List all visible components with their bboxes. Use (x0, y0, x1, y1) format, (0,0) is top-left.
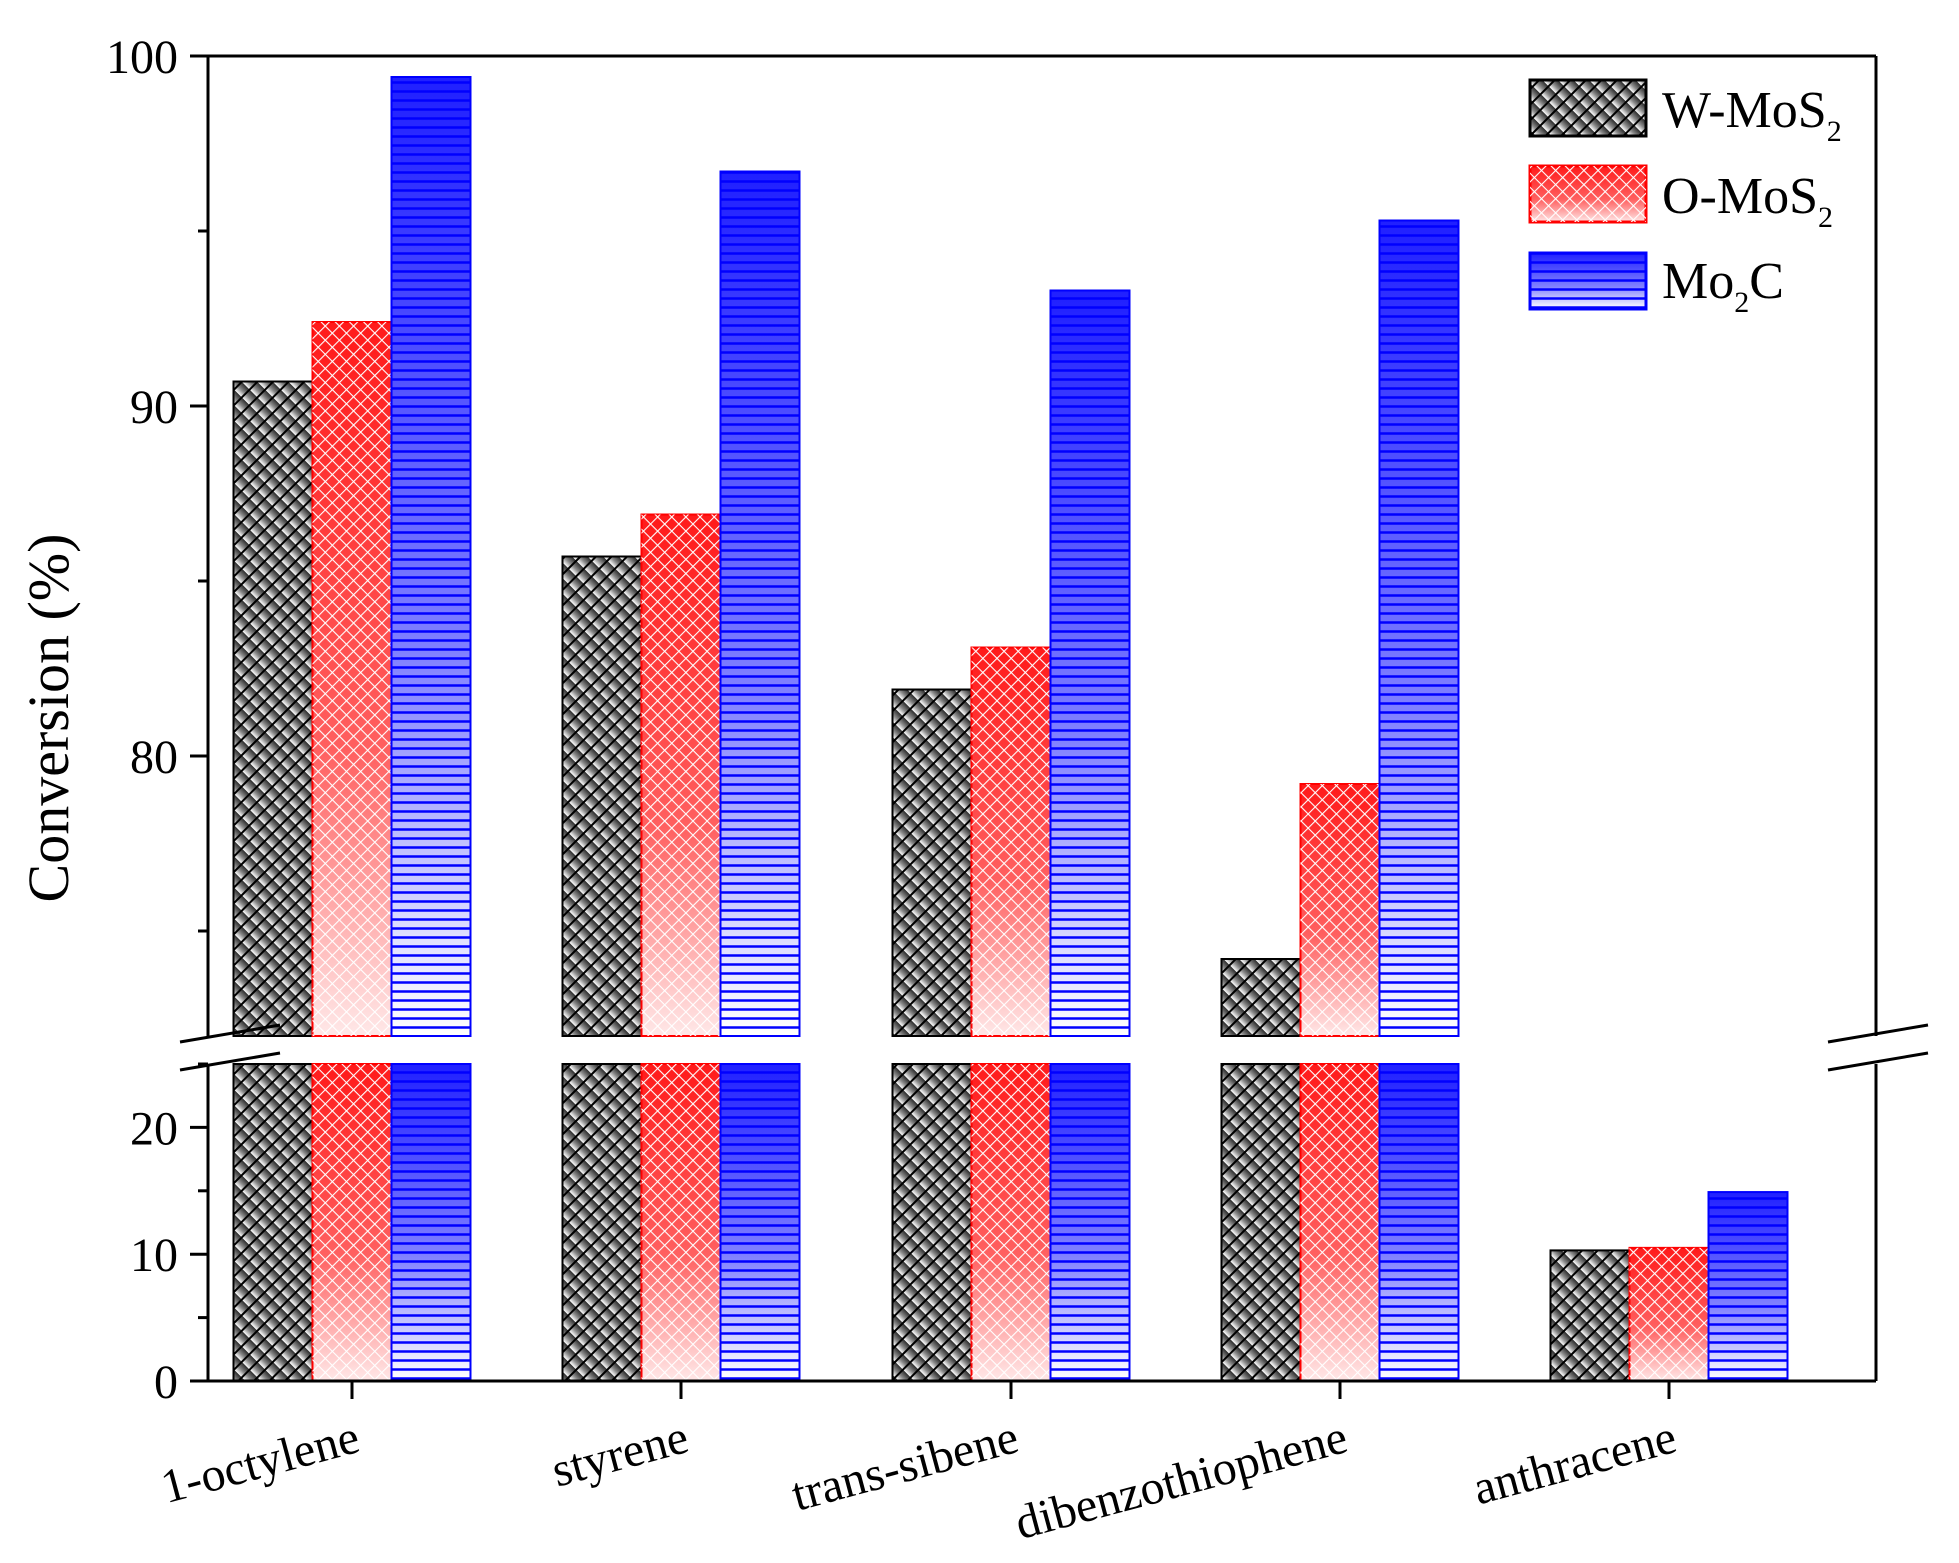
bar-lower-segment (232, 1063, 314, 1382)
x-tick-label: dibenzothiophene (1010, 1410, 1353, 1550)
y-axis-label: Conversion (%) (16, 534, 81, 903)
bar-mo2c-2 (719, 170, 801, 1382)
bar-upper-segment-pattern (971, 647, 1051, 1036)
legend-swatch-w-mos2 (1528, 78, 1648, 138)
bar-lower-segment-pattern (641, 1064, 721, 1381)
bar-o-mos2-2 (640, 513, 722, 1382)
bar-o-mos2-3 (970, 646, 1052, 1382)
bar-lower-segment-pattern (1379, 1064, 1459, 1381)
y-tick-label: 0 (154, 1356, 178, 1409)
legend-label-o-mos2: O-MoS2 (1662, 168, 1833, 234)
bar-lower-segment (1220, 1063, 1302, 1382)
bar-mo2c-5 (1707, 1191, 1789, 1382)
bar-upper-segment-pattern (312, 322, 392, 1036)
bar-segment-pattern (1629, 1247, 1709, 1381)
bar-upper-segment (891, 688, 973, 1037)
bar-lower-segment (891, 1063, 973, 1382)
bar-w-mos2-2 (561, 555, 643, 1382)
bar-lower-segment-pattern (971, 1064, 1051, 1381)
bar-segment-pattern (1708, 1192, 1788, 1381)
bar-lower-segment-pattern (312, 1064, 392, 1381)
y-tick-label: 80 (130, 731, 178, 784)
bar-mo2c-4 (1378, 219, 1460, 1382)
x-tick-label: trans-sibene (786, 1410, 1024, 1521)
bar-lower-segment-pattern (720, 1064, 800, 1381)
x-tick-label: anthracene (1467, 1410, 1681, 1515)
legend-swatch-o-mos2-pattern (1530, 166, 1646, 222)
bar-w-mos2-4 (1220, 958, 1302, 1382)
bar-o-mos2-1 (311, 321, 393, 1382)
bar-lower-segment-pattern (391, 1064, 471, 1381)
bar-lower-segment (561, 1063, 643, 1382)
bar-o-mos2-5 (1628, 1246, 1710, 1382)
axis-break-left (179, 1023, 281, 1072)
bar-lower-segment-pattern (1300, 1064, 1380, 1381)
bar-lower-segment-pattern (1050, 1064, 1130, 1381)
legend-swatch-mo2c-pattern (1530, 253, 1646, 309)
y-tick-label: 20 (130, 1102, 178, 1155)
bar-w-mos2-3 (891, 688, 973, 1382)
legend-label-mo2c: Mo2C (1662, 253, 1784, 319)
bar-upper-segment-pattern (1379, 220, 1459, 1036)
bar-mo2c-3 (1049, 289, 1131, 1382)
bar-upper-segment-pattern (641, 514, 721, 1036)
bar-upper-segment (561, 555, 643, 1037)
axis-break-right (1827, 1023, 1929, 1072)
y-tick-label: 90 (130, 381, 178, 434)
bar-upper-segment (1220, 958, 1302, 1037)
bar-upper-segment-pattern (1050, 290, 1130, 1036)
x-tick-label: styrene (546, 1410, 694, 1497)
y-tick-label: 10 (130, 1229, 178, 1282)
bar-segment (1549, 1249, 1631, 1382)
y-tick-label: 100 (106, 31, 178, 84)
axes-frame (206, 54, 1878, 1383)
legend-label-w-mos2: W-MoS2 (1662, 82, 1842, 148)
x-tick-label: 1-octylene (155, 1410, 364, 1514)
bar-w-mos2-5 (1549, 1249, 1631, 1382)
bar-upper-segment-pattern (1300, 784, 1380, 1036)
bar-w-mos2-1 (232, 380, 314, 1382)
bar-upper-segment-pattern (720, 171, 800, 1036)
bar-mo2c-1 (390, 76, 472, 1382)
legend: W-MoS2 O-MoS2 Mo2C (1528, 78, 1842, 319)
bar-o-mos2-4 (1299, 783, 1381, 1382)
bar-upper-segment-pattern (391, 77, 471, 1036)
bar-upper-segment (232, 380, 314, 1037)
